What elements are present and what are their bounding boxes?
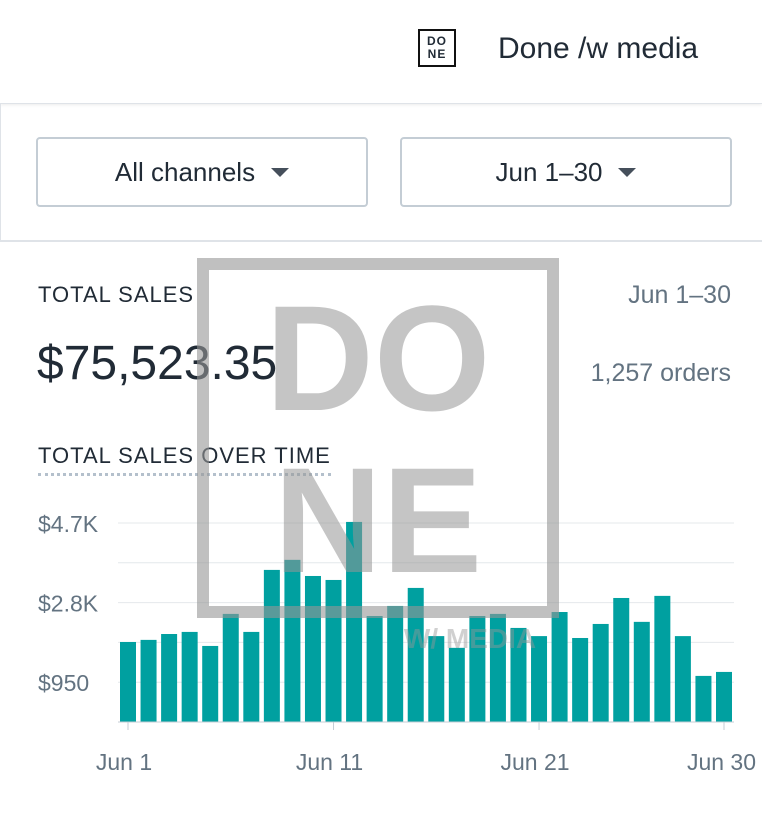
- bar: [161, 634, 178, 722]
- bar: [120, 641, 136, 722]
- x-tick-label: Jun 30: [687, 749, 756, 775]
- bar: [428, 636, 445, 722]
- top-bar: DO NE Done /w media: [0, 0, 762, 104]
- bar: [181, 631, 198, 722]
- bar: [531, 636, 548, 722]
- bar: [695, 675, 712, 722]
- date-filter[interactable]: Jun 1–30: [400, 137, 732, 207]
- bar: [243, 631, 260, 722]
- orders: 1,257 orders: [590, 359, 731, 387]
- caret: [271, 167, 290, 177]
- watermark-text: W/ MEDIA: [404, 623, 536, 654]
- total-sales: $75,523.35: [37, 337, 278, 390]
- bar: [448, 647, 465, 722]
- bar: [202, 645, 219, 722]
- bar: [572, 637, 589, 722]
- bar: [284, 559, 301, 722]
- bar: [592, 623, 609, 722]
- x-tick-label: Jun 11: [296, 749, 363, 775]
- bar: [387, 605, 404, 722]
- watermark-frame: [197, 258, 559, 618]
- bar: [510, 627, 527, 722]
- watermark-text: NE: [274, 436, 482, 604]
- date-label: Jun 1–30: [495, 156, 603, 187]
- watermark-text: DO: [266, 274, 491, 442]
- x-tick-label: Jun 21: [501, 749, 570, 775]
- x-tick-label: Jun 1: [96, 749, 152, 775]
- bar: [654, 595, 671, 722]
- bar: [140, 639, 157, 722]
- total-sales-label: TOTAL SALES: [38, 282, 195, 307]
- caret: [618, 167, 637, 177]
- bar: [407, 587, 424, 722]
- chart-title[interactable]: TOTAL SALES OVER TIME: [38, 443, 331, 476]
- bar: [613, 597, 630, 722]
- bar: [366, 615, 383, 722]
- y-tick-label: $2.8K: [38, 591, 99, 617]
- bar: [716, 671, 732, 722]
- border: [0, 104, 1, 241]
- bar: [222, 613, 239, 722]
- shop-logo: DO NE: [418, 29, 456, 67]
- bar: [633, 621, 650, 722]
- shop-name[interactable]: Done /w media: [498, 32, 699, 65]
- channel-filter[interactable]: All channels: [36, 137, 368, 207]
- bar: [551, 612, 568, 722]
- bar: [346, 521, 363, 722]
- channel-label: All channels: [114, 156, 256, 187]
- y-tick-label: $4.7K: [38, 511, 99, 537]
- period: Jun 1–30: [628, 281, 731, 309]
- divider: [0, 240, 762, 242]
- bar: [489, 613, 506, 722]
- bar: [469, 615, 486, 722]
- bar: [674, 636, 691, 722]
- y-tick-label: $950: [38, 670, 89, 696]
